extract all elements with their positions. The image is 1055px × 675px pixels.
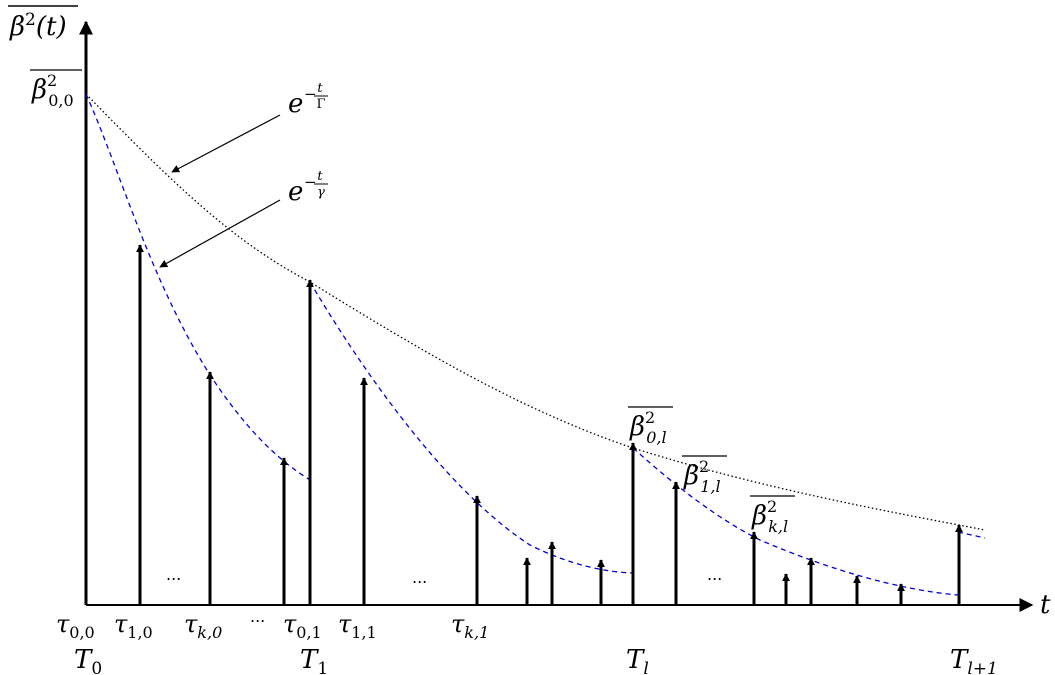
period-label-T0: T0: [74, 645, 102, 675]
period-label-Tl1: Tl+1: [950, 645, 998, 675]
peak-label-k-l: β2 k,l: [750, 495, 795, 536]
y-axis-label: β2(t): [9, 10, 67, 42]
tau-label-1-0: τ1,0: [114, 610, 153, 642]
inner-curve-label: e − t γ: [288, 169, 328, 207]
peak-label-1-l: β2 1,l: [682, 455, 727, 496]
period-label-Tl: Tl: [626, 645, 649, 675]
svg-text:γ: γ: [317, 185, 325, 200]
svg-text:−: −: [304, 85, 317, 103]
inner-decay-curve-0: [85, 93, 311, 481]
peak-label-0-0: β2 0,0: [30, 69, 82, 110]
inner-decay-curves: [85, 93, 986, 596]
tau-label-k-0: τk,0: [184, 610, 222, 642]
period-label-T1: T1: [300, 645, 328, 675]
impulse-arrows: [136, 244, 963, 605]
inner-decay-curve-tail: [957, 531, 986, 539]
tau-label-1-1: τ1,1: [338, 610, 377, 642]
ellipsis-2: ...: [412, 568, 427, 587]
tau-label-0-0: τ0,0: [56, 610, 95, 642]
inner-curve-pointer: [159, 199, 281, 268]
svg-text:e: e: [288, 89, 303, 119]
svg-text:β2k,l: β2 k,l: [751, 497, 788, 536]
tau-label-0-1: τ0,1: [283, 610, 322, 642]
svg-text:β20,l: β2 0,l: [629, 408, 667, 447]
svg-text:e: e: [288, 177, 303, 207]
svg-text:t: t: [317, 169, 323, 184]
x-axis-label: t: [1040, 590, 1051, 620]
svg-text:−: −: [304, 173, 317, 191]
inner-decay-curve-1: [309, 281, 634, 574]
ellipsis-4: ...: [250, 607, 265, 626]
svg-text:Γ: Γ: [316, 97, 325, 112]
peak-label-0-l: β2 0,l: [628, 406, 673, 447]
inner-decay-curve-l: [632, 447, 959, 596]
svg-text:t: t: [317, 81, 323, 96]
outer-curve-label: e − t Γ: [288, 81, 328, 119]
tau-label-k-1: τk,1: [451, 610, 489, 642]
outer-curve-pointer: [171, 114, 281, 173]
ellipsis-3: ...: [707, 565, 722, 584]
outer-decay-curve: [85, 93, 986, 531]
svg-text:β21,l: β2 1,l: [683, 457, 721, 496]
ellipsis-1: ...: [166, 565, 181, 584]
svg-text:β20,0: β2 0,0: [31, 71, 74, 110]
